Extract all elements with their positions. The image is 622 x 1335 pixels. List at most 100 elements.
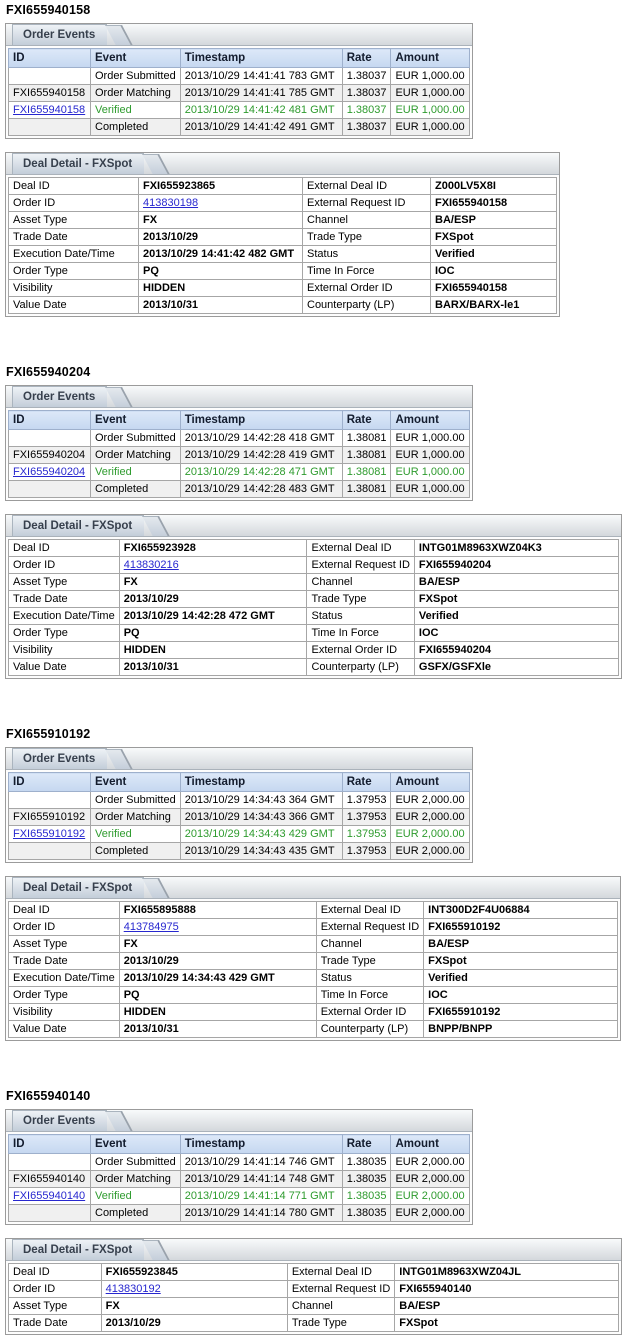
rate-cell: 1.38081 bbox=[341, 480, 392, 498]
deal-detail-panel: Deal Detail - FXSpot Deal ID FXI65592392… bbox=[5, 514, 622, 679]
order-id-cell bbox=[8, 791, 91, 809]
field-label: Execution Date/Time bbox=[8, 245, 139, 263]
field-value: 2013/10/31 bbox=[118, 658, 308, 676]
order-events-table: ID Event Timestamp Rate Amount Order Sub… bbox=[8, 772, 470, 860]
order-id-cell: FXI655940204 bbox=[8, 463, 91, 481]
tab-order-events[interactable]: Order Events bbox=[12, 386, 108, 407]
field-label: Order Type bbox=[8, 986, 120, 1004]
order-id-link[interactable]: FXI655940204 bbox=[13, 466, 86, 478]
amount-cell: EUR 1,000.00 bbox=[390, 463, 470, 481]
tab-order-events[interactable]: Order Events bbox=[12, 1110, 108, 1131]
table-row: FXI655910192 Verified 2013/10/29 14:34:4… bbox=[8, 825, 470, 843]
tab-order-events[interactable]: Order Events bbox=[12, 24, 108, 45]
table-row: FXI655940140 Order Matching 2013/10/29 1… bbox=[8, 1170, 470, 1188]
order-events-table: ID Event Timestamp Rate Amount Order Sub… bbox=[8, 410, 470, 498]
timestamp-cell: 2013/10/29 14:42:28 419 GMT bbox=[179, 446, 343, 464]
amount-cell: EUR 2,000.00 bbox=[390, 1170, 470, 1188]
table-header-row: ID Event Timestamp Rate Amount bbox=[8, 772, 470, 792]
amount-cell: EUR 1,000.00 bbox=[390, 101, 470, 119]
column-header-id: ID bbox=[8, 48, 91, 68]
order-id-link[interactable]: 413830198 bbox=[143, 197, 199, 209]
field-value: 413830192 bbox=[100, 1280, 288, 1298]
field-value: Verified bbox=[413, 607, 620, 625]
tab-label: Order Events bbox=[23, 391, 96, 403]
order-events-panel: Order Events ID Event Timestamp Rate Amo… bbox=[5, 747, 473, 863]
deal-detail-table: Deal ID FXI655923928 External Deal ID IN… bbox=[8, 539, 620, 676]
order-id-link[interactable]: FXI655940140 bbox=[13, 1190, 86, 1202]
order-id-link[interactable]: 413784975 bbox=[123, 921, 179, 933]
order-id-cell: FXI655910192 bbox=[8, 825, 91, 843]
order-id-link[interactable]: 413830192 bbox=[105, 1283, 161, 1295]
field-label: Trade Date bbox=[8, 952, 120, 970]
order-section: FXI655910192 Order Events ID Event Times… bbox=[5, 727, 622, 1041]
tab-deal-detail-fxspot[interactable]: Deal Detail - FXSpot bbox=[12, 515, 145, 536]
tab-label: Order Events bbox=[23, 29, 96, 41]
field-value: FX bbox=[118, 573, 308, 591]
field-label: Trade Date bbox=[8, 228, 139, 246]
timestamp-cell: 2013/10/29 14:34:43 429 GMT bbox=[179, 825, 343, 843]
field-value: 2013/10/29 bbox=[100, 1314, 288, 1332]
order-events-panel: Order Events ID Event Timestamp Rate Amo… bbox=[5, 1109, 473, 1225]
order-id-link[interactable]: FXI655940158 bbox=[13, 104, 86, 116]
order-id-cell bbox=[8, 118, 91, 136]
table-row: Deal ID FXI655895888 External Deal ID IN… bbox=[8, 901, 619, 919]
deal-detail-panel: Deal Detail - FXSpot Deal ID FXI65589588… bbox=[5, 876, 622, 1041]
field-value: FXSpot bbox=[413, 590, 620, 608]
column-header-event: Event bbox=[90, 48, 181, 68]
field-value: FXI655895888 bbox=[118, 901, 317, 919]
order-section: FXI655940204 Order Events ID Event Times… bbox=[5, 365, 622, 679]
table-row: Order Type PQ Time In Force IOC bbox=[8, 986, 619, 1004]
field-label: External Request ID bbox=[315, 918, 425, 936]
table-row: Deal ID FXI655923845 External Deal ID IN… bbox=[8, 1263, 619, 1281]
column-header-rate: Rate bbox=[341, 410, 392, 430]
field-label: Value Date bbox=[8, 296, 139, 314]
deal-detail-table: Deal ID FXI655923865 External Deal ID Z0… bbox=[8, 177, 557, 314]
tab-deal-detail-fxspot[interactable]: Deal Detail - FXSpot bbox=[12, 1239, 145, 1260]
timestamp-cell: 2013/10/29 14:34:43 366 GMT bbox=[179, 808, 343, 826]
field-label: Time In Force bbox=[315, 986, 425, 1004]
event-cell: Completed bbox=[90, 842, 181, 860]
field-value: HIDDEN bbox=[138, 279, 303, 297]
timestamp-cell: 2013/10/29 14:41:14 780 GMT bbox=[179, 1204, 343, 1222]
field-value: 2013/10/29 14:41:42 482 GMT bbox=[138, 245, 303, 263]
order-events-tabstrip: Order Events bbox=[6, 24, 472, 46]
field-value: INTG01M8963XWZ04JL bbox=[394, 1263, 619, 1281]
order-id-link[interactable]: 413830216 bbox=[123, 559, 179, 571]
deal-detail-table: Deal ID FXI655923845 External Deal ID IN… bbox=[8, 1263, 619, 1332]
table-row: Deal ID FXI655923928 External Deal ID IN… bbox=[8, 539, 620, 557]
column-header-amount: Amount bbox=[390, 1134, 470, 1154]
table-row: FXI655910192 Order Matching 2013/10/29 1… bbox=[8, 808, 470, 826]
tab-label: Deal Detail - FXSpot bbox=[23, 882, 133, 894]
field-value: PQ bbox=[138, 262, 303, 280]
field-label: External Order ID bbox=[302, 279, 431, 297]
tab-order-events[interactable]: Order Events bbox=[12, 748, 108, 769]
tab-label: Order Events bbox=[23, 1115, 96, 1127]
field-value: FX bbox=[100, 1297, 288, 1315]
field-label: Deal ID bbox=[8, 1263, 102, 1281]
field-value: BA/ESP bbox=[423, 935, 619, 953]
field-label: Channel bbox=[306, 573, 415, 591]
table-row: Completed 2013/10/29 14:41:14 780 GMT 1.… bbox=[8, 1204, 470, 1222]
event-cell: Verified bbox=[90, 463, 181, 481]
field-value: 2013/10/29 bbox=[138, 228, 303, 246]
field-value: FXI655940158 bbox=[430, 194, 557, 212]
table-row: Order ID 413784975 External Request ID F… bbox=[8, 918, 619, 936]
timestamp-cell: 2013/10/29 14:41:42 481 GMT bbox=[179, 101, 343, 119]
amount-cell: EUR 2,000.00 bbox=[390, 1204, 470, 1222]
order-id-link[interactable]: FXI655910192 bbox=[13, 828, 86, 840]
order-events-panel: Order Events ID Event Timestamp Rate Amo… bbox=[5, 23, 473, 139]
tab-deal-detail-fxspot[interactable]: Deal Detail - FXSpot bbox=[12, 877, 145, 898]
table-header-row: ID Event Timestamp Rate Amount bbox=[8, 48, 470, 68]
field-label: Order ID bbox=[8, 194, 139, 212]
column-header-id: ID bbox=[8, 1134, 91, 1154]
order-events-tabstrip: Order Events bbox=[6, 386, 472, 408]
event-cell: Completed bbox=[90, 118, 181, 136]
field-label: External Order ID bbox=[315, 1003, 425, 1021]
field-label: Execution Date/Time bbox=[8, 969, 120, 987]
rate-cell: 1.38037 bbox=[341, 67, 392, 85]
table-row: FXI655940158 Order Matching 2013/10/29 1… bbox=[8, 84, 470, 102]
tab-deal-detail-fxspot[interactable]: Deal Detail - FXSpot bbox=[12, 153, 145, 174]
field-value: FXSpot bbox=[394, 1314, 619, 1332]
field-value: FXI655940140 bbox=[394, 1280, 619, 1298]
order-events-table: ID Event Timestamp Rate Amount Order Sub… bbox=[8, 48, 470, 136]
